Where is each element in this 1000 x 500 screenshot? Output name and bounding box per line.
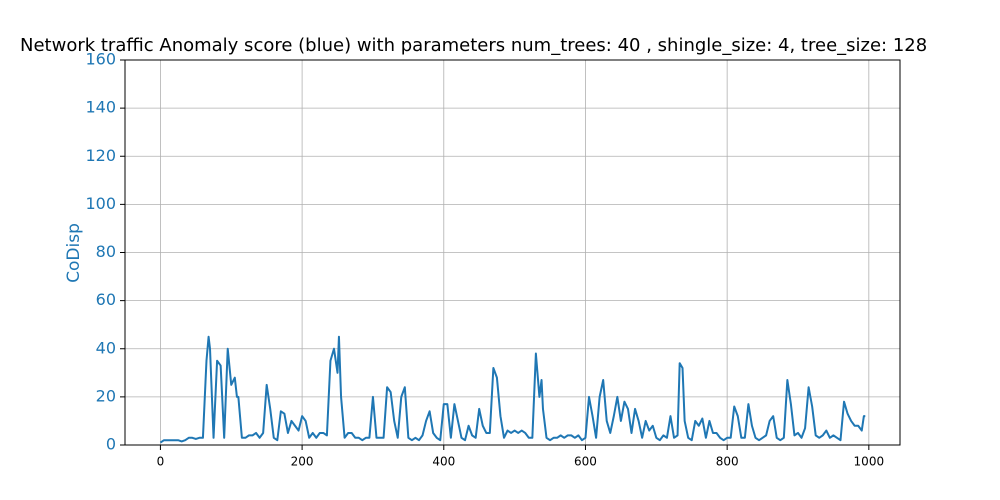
y-tick-label: 100 — [85, 194, 116, 213]
y-tick-label: 80 — [96, 242, 116, 261]
y-tick-label: 160 — [85, 50, 116, 69]
y-tick-label: 60 — [96, 290, 116, 309]
y-tick-label: 20 — [96, 386, 116, 405]
x-tick-label: 800 — [716, 455, 739, 469]
x-tick-label: 600 — [574, 455, 597, 469]
y-axis-label: CoDisp — [64, 223, 84, 283]
y-tick-label: 0 — [106, 435, 116, 454]
x-tick-label: 400 — [432, 455, 455, 469]
x-tick-label: 1000 — [854, 455, 885, 469]
data-line — [159, 335, 866, 444]
plot-frame — [124, 59, 901, 446]
y-tick-label: 140 — [85, 98, 116, 117]
y-tick-label: 120 — [85, 146, 116, 165]
y-tick-label: 40 — [96, 338, 116, 357]
x-tick-label: 0 — [157, 455, 165, 469]
x-tick-label: 200 — [291, 455, 314, 469]
chart-title: Network traffic Anomaly score (blue) wit… — [20, 35, 927, 56]
